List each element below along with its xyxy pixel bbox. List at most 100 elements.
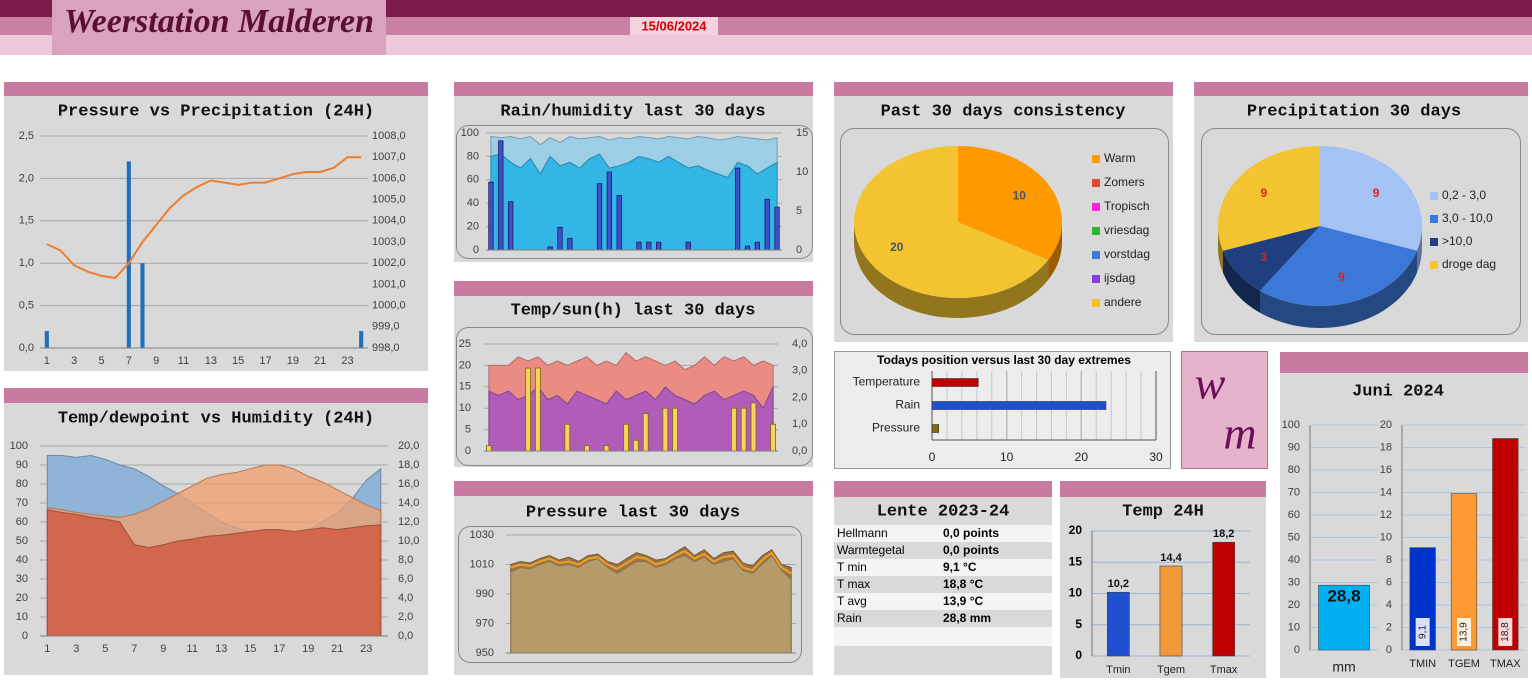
bar [535,367,541,452]
tick-label: 6,0 [398,573,413,585]
x-tick-label: 19 [302,643,314,655]
x-tick-label: 20 [1075,450,1089,464]
line [46,156,362,280]
tick-label: 1,0 [19,257,34,269]
x-tick-label: 3 [73,643,79,655]
tick-label: 1000,0 [372,300,406,312]
legend-swatch [1430,215,1438,223]
bar [564,423,571,452]
legend-swatch [1092,179,1100,187]
panel-bar [834,481,1052,497]
tick-label: 2,0 [792,391,807,403]
tick-label: 10 [1380,531,1392,543]
legend-swatch [1092,275,1100,283]
tick-label: 0,0 [792,445,807,457]
tick-label: 5 [1075,617,1082,631]
bar [557,226,563,251]
tick-label: 0 [1294,644,1300,656]
tick-label: 1005,0 [372,194,406,206]
title-box [52,0,386,55]
table-cell: T avg [837,594,867,608]
x-tick-label: 17 [259,355,271,367]
chart-title: Juni 2024 [1352,382,1444,401]
pie-side [853,222,1049,319]
tick-label: 18 [1380,441,1392,453]
legend-label: Warm [1104,151,1136,165]
x-tick-label: 9 [160,643,166,655]
tick-label: 90 [16,459,28,471]
table-cell: 18,8 °C [943,577,983,591]
tick-label: 4,0 [792,338,807,350]
pie-slice [1218,146,1320,251]
legend-swatch [1092,251,1100,259]
tick-label: 100 [461,127,479,139]
bar [770,423,776,452]
tick-label: 8 [1386,554,1392,566]
tick-label: 6 [1386,576,1392,588]
tick-label: 100 [1282,419,1300,431]
tick-label: 10,0 [398,535,419,547]
x-tick-label: 15 [244,643,256,655]
tick-label: 0,0 [19,342,34,354]
data-label: 28,8 [1327,587,1360,606]
pie-slice [1260,226,1417,306]
area [490,153,778,251]
table-cell: 13,9 °C [943,594,983,608]
x-tick-label: 23 [360,643,372,655]
legend-swatch [1430,192,1438,200]
table-filler [834,627,1052,646]
data-label: 9,1 [1417,625,1428,639]
chart-title: Pressure last 30 days [526,503,740,522]
tick-label: 80 [1288,464,1300,476]
tick-label: 970 [476,617,494,629]
tick-label: 1007,0 [372,151,406,163]
bar [596,183,603,251]
pie-slice [1320,146,1422,251]
logo-letter: w [1195,358,1226,409]
legend-label: droge dag [1442,257,1496,271]
x-tick-label: 30 [1149,450,1163,464]
x-tick-label: 9 [153,355,159,367]
area [46,508,382,637]
bar [567,237,573,251]
data-label: 18,2 [1213,528,1234,540]
tick-label: 0 [473,244,479,256]
x-tick-label: 17 [273,643,285,655]
data-label: 3 [1261,250,1268,264]
panel [834,351,1171,469]
tick-label: 20 [16,592,28,604]
x-tick-label: 7 [131,643,137,655]
bar [616,194,622,251]
data-label: 10,2 [1108,578,1129,590]
tick-label: 10 [796,166,808,178]
legend-label: Tropisch [1104,199,1150,213]
tick-label: 80 [16,478,28,490]
tick-label: 20 [467,221,479,233]
tick-label: 18,0 [398,459,419,471]
tick-label: 1004,0 [372,215,406,227]
tick-label: 25 [459,338,471,350]
tick-label: 0 [22,630,28,642]
legend-label: ijsdag [1104,271,1135,285]
x-tick-label: TGEM [1448,658,1480,670]
label-box [1415,618,1430,646]
tick-label: 80 [467,150,479,162]
bar [734,167,741,251]
table-row [834,559,1052,576]
tick-label: 30 [16,573,28,585]
panel-bar [1060,481,1266,497]
x-tick-label: TMAX [1490,658,1521,670]
tick-label: 1010 [470,558,494,570]
tick-label: 20,0 [398,440,419,452]
tick-label: 0,5 [19,300,34,312]
bar [1212,541,1236,657]
tick-label: 998,0 [372,342,400,354]
data-label: 9 [1338,270,1345,284]
chart-title: Temp/dewpoint vs Humidity (24H) [58,409,374,428]
tick-label: 0 [1386,644,1392,656]
legend-label: vriesdag [1104,223,1149,237]
bar [486,445,492,452]
tick-label: 2,0 [19,172,34,184]
tick-label: 0,0 [398,630,413,642]
